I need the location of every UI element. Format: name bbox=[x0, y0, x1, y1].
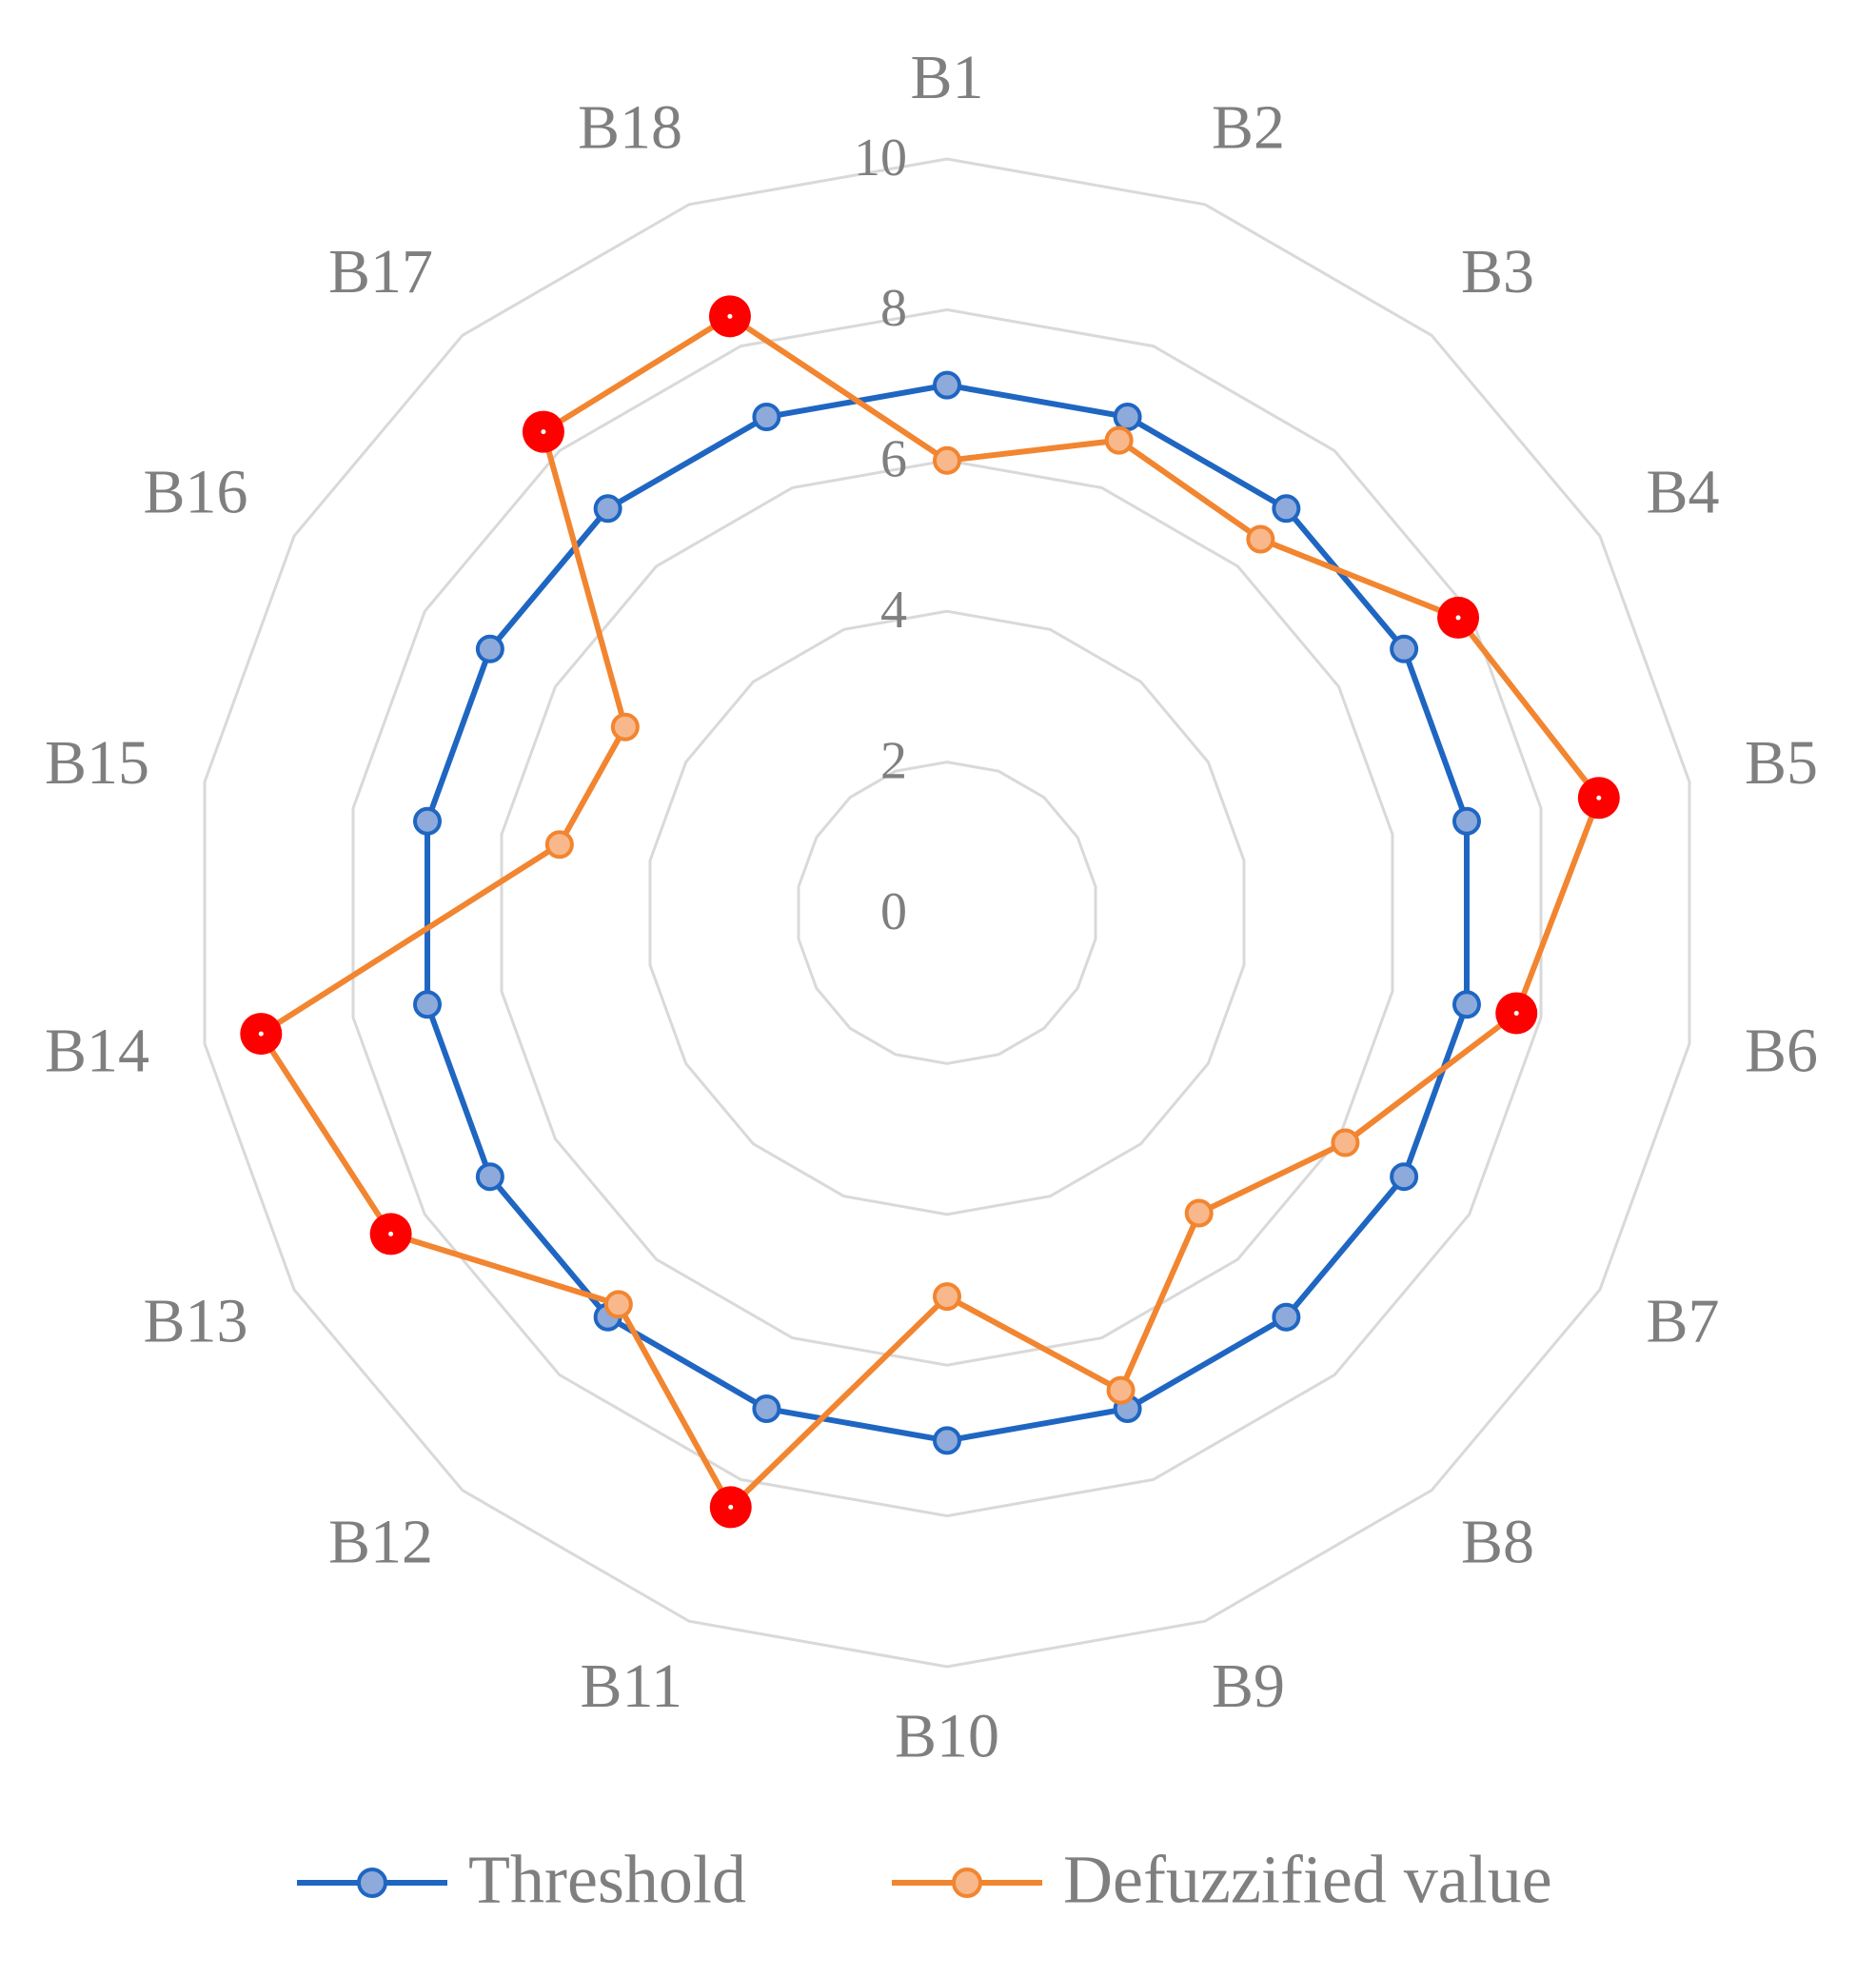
grid-ring bbox=[351, 307, 1543, 1518]
marker bbox=[933, 370, 961, 400]
series-line bbox=[258, 313, 1602, 1511]
marker bbox=[475, 634, 504, 663]
marker bbox=[933, 1282, 961, 1312]
highlight-dot bbox=[1513, 1010, 1519, 1016]
category-label: B8 bbox=[1461, 1508, 1534, 1577]
highlight-dot bbox=[258, 1031, 264, 1037]
category-label: B2 bbox=[1212, 92, 1285, 162]
legend-label: Threshold bbox=[468, 1842, 746, 1918]
category-label: B11 bbox=[580, 1651, 682, 1721]
legend-label: Defuzzified value bbox=[1063, 1842, 1552, 1918]
marker bbox=[933, 1426, 961, 1455]
tick-label: 2 bbox=[880, 731, 907, 790]
marker bbox=[1390, 1162, 1419, 1192]
category-label: B17 bbox=[328, 237, 433, 306]
highlight-dot bbox=[728, 1504, 734, 1510]
marker bbox=[603, 1290, 633, 1319]
highlight-dot bbox=[541, 429, 546, 435]
highlight-dot bbox=[388, 1231, 394, 1236]
category-label: B13 bbox=[143, 1287, 247, 1356]
marker bbox=[475, 1162, 504, 1192]
tick-label: 4 bbox=[880, 581, 907, 640]
category-label: B9 bbox=[1212, 1651, 1285, 1721]
tick-label: 0 bbox=[880, 882, 907, 941]
marker bbox=[1184, 1198, 1214, 1228]
category-label: B6 bbox=[1745, 1016, 1818, 1085]
category-label: B12 bbox=[328, 1508, 433, 1577]
marker bbox=[1104, 425, 1134, 455]
category-label: B18 bbox=[578, 92, 682, 162]
legend-marker bbox=[952, 1868, 982, 1898]
legend-marker bbox=[357, 1868, 387, 1898]
marker bbox=[1246, 524, 1275, 554]
tick-label: 8 bbox=[880, 279, 907, 338]
marker bbox=[1272, 494, 1301, 524]
category-label: B15 bbox=[45, 728, 149, 798]
marker bbox=[413, 806, 443, 836]
marker bbox=[1106, 1375, 1135, 1405]
marker bbox=[752, 1394, 781, 1423]
category-label: B1 bbox=[910, 43, 983, 112]
marker bbox=[544, 830, 574, 860]
tick-label: 6 bbox=[880, 430, 907, 489]
category-label: B5 bbox=[1745, 728, 1818, 798]
tick-label: 10 bbox=[854, 129, 907, 188]
category-label: B14 bbox=[45, 1016, 149, 1085]
marker bbox=[1451, 990, 1481, 1019]
category-label: B10 bbox=[895, 1701, 999, 1770]
grid-ring bbox=[648, 609, 1246, 1216]
highlight-dot bbox=[1596, 795, 1602, 801]
highlight-dot bbox=[727, 313, 733, 319]
marker bbox=[1331, 1128, 1360, 1157]
category-label: B16 bbox=[143, 458, 247, 527]
marker bbox=[610, 712, 640, 741]
marker bbox=[1113, 403, 1142, 432]
marker bbox=[593, 494, 622, 524]
category-label: B7 bbox=[1646, 1287, 1719, 1356]
marker bbox=[1272, 1302, 1301, 1332]
marker bbox=[933, 445, 961, 475]
grid-ring bbox=[797, 761, 1097, 1065]
marker bbox=[413, 990, 443, 1019]
category-label: B4 bbox=[1646, 458, 1719, 527]
grid-ring bbox=[500, 459, 1394, 1367]
grid-ring bbox=[203, 157, 1691, 1669]
category-label: B3 bbox=[1461, 237, 1534, 306]
series-line bbox=[425, 382, 1470, 1444]
marker bbox=[1451, 806, 1481, 836]
highlight-dot bbox=[1455, 615, 1461, 621]
marker bbox=[752, 403, 781, 432]
marker bbox=[1390, 634, 1419, 663]
